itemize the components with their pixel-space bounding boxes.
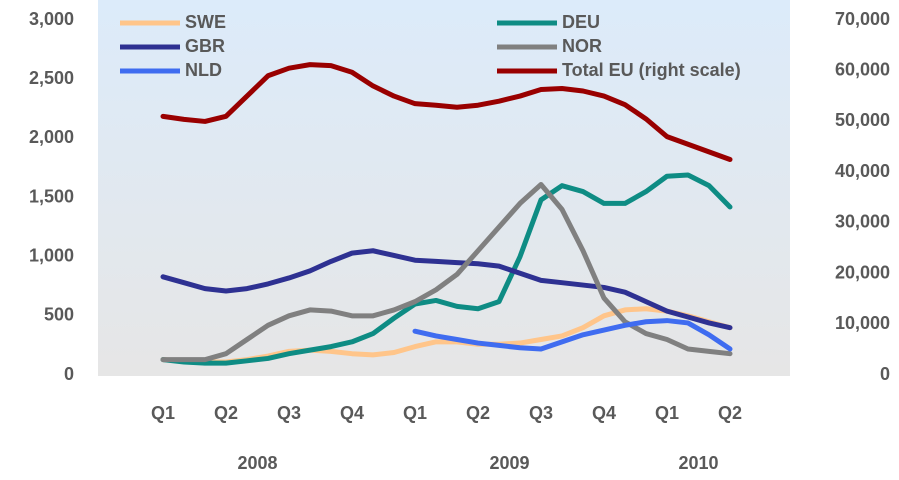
x-tick-label: Q3 [277, 403, 301, 423]
x-tick-label: Q2 [214, 403, 238, 423]
x-tick-label: Q2 [718, 403, 742, 423]
plot-area [98, 0, 790, 376]
y2-tick-label: 20,000 [835, 262, 890, 282]
y-tick-label: 3,000 [29, 9, 74, 29]
legend-label: NLD [185, 60, 222, 80]
legend-label: GBR [185, 36, 225, 56]
y-tick-label: 1,500 [29, 186, 74, 206]
year-label: 2008 [237, 453, 277, 473]
y2-tick-label: 70,000 [835, 9, 890, 29]
series-line [160, 62, 733, 162]
y-tick-label: 2,500 [29, 68, 74, 88]
x-tick-label: Q1 [403, 403, 427, 423]
legend-label: NOR [562, 36, 602, 56]
y2-tick-label: 40,000 [835, 161, 890, 181]
x-tick-label: Q3 [529, 403, 553, 423]
y-tick-label: 2,000 [29, 127, 74, 147]
series-line [160, 181, 733, 363]
y-tick-label: 500 [44, 305, 74, 325]
y-tick-label: 0 [64, 364, 74, 384]
x-tick-label: Q2 [466, 403, 490, 423]
series-line [160, 248, 733, 331]
series-line [160, 172, 733, 366]
legend-label: Total EU (right scale) [562, 60, 741, 80]
x-tick-label: Q1 [151, 403, 175, 423]
y2-tick-label: 0 [880, 364, 890, 384]
x-tick-label: Q4 [592, 403, 616, 423]
y2-tick-label: 30,000 [835, 212, 890, 232]
y2-tick-label: 60,000 [835, 59, 890, 79]
year-label: 2009 [489, 453, 529, 473]
legend-label: DEU [562, 12, 600, 32]
x-tick-label: Q1 [655, 403, 679, 423]
y2-tick-label: 10,000 [835, 313, 890, 333]
y2-tick-label: 50,000 [835, 110, 890, 130]
series-line [412, 318, 733, 352]
legend-label: SWE [185, 12, 226, 32]
year-label: 2010 [678, 453, 718, 473]
x-tick-label: Q4 [340, 403, 364, 423]
y-tick-label: 1,000 [29, 245, 74, 265]
